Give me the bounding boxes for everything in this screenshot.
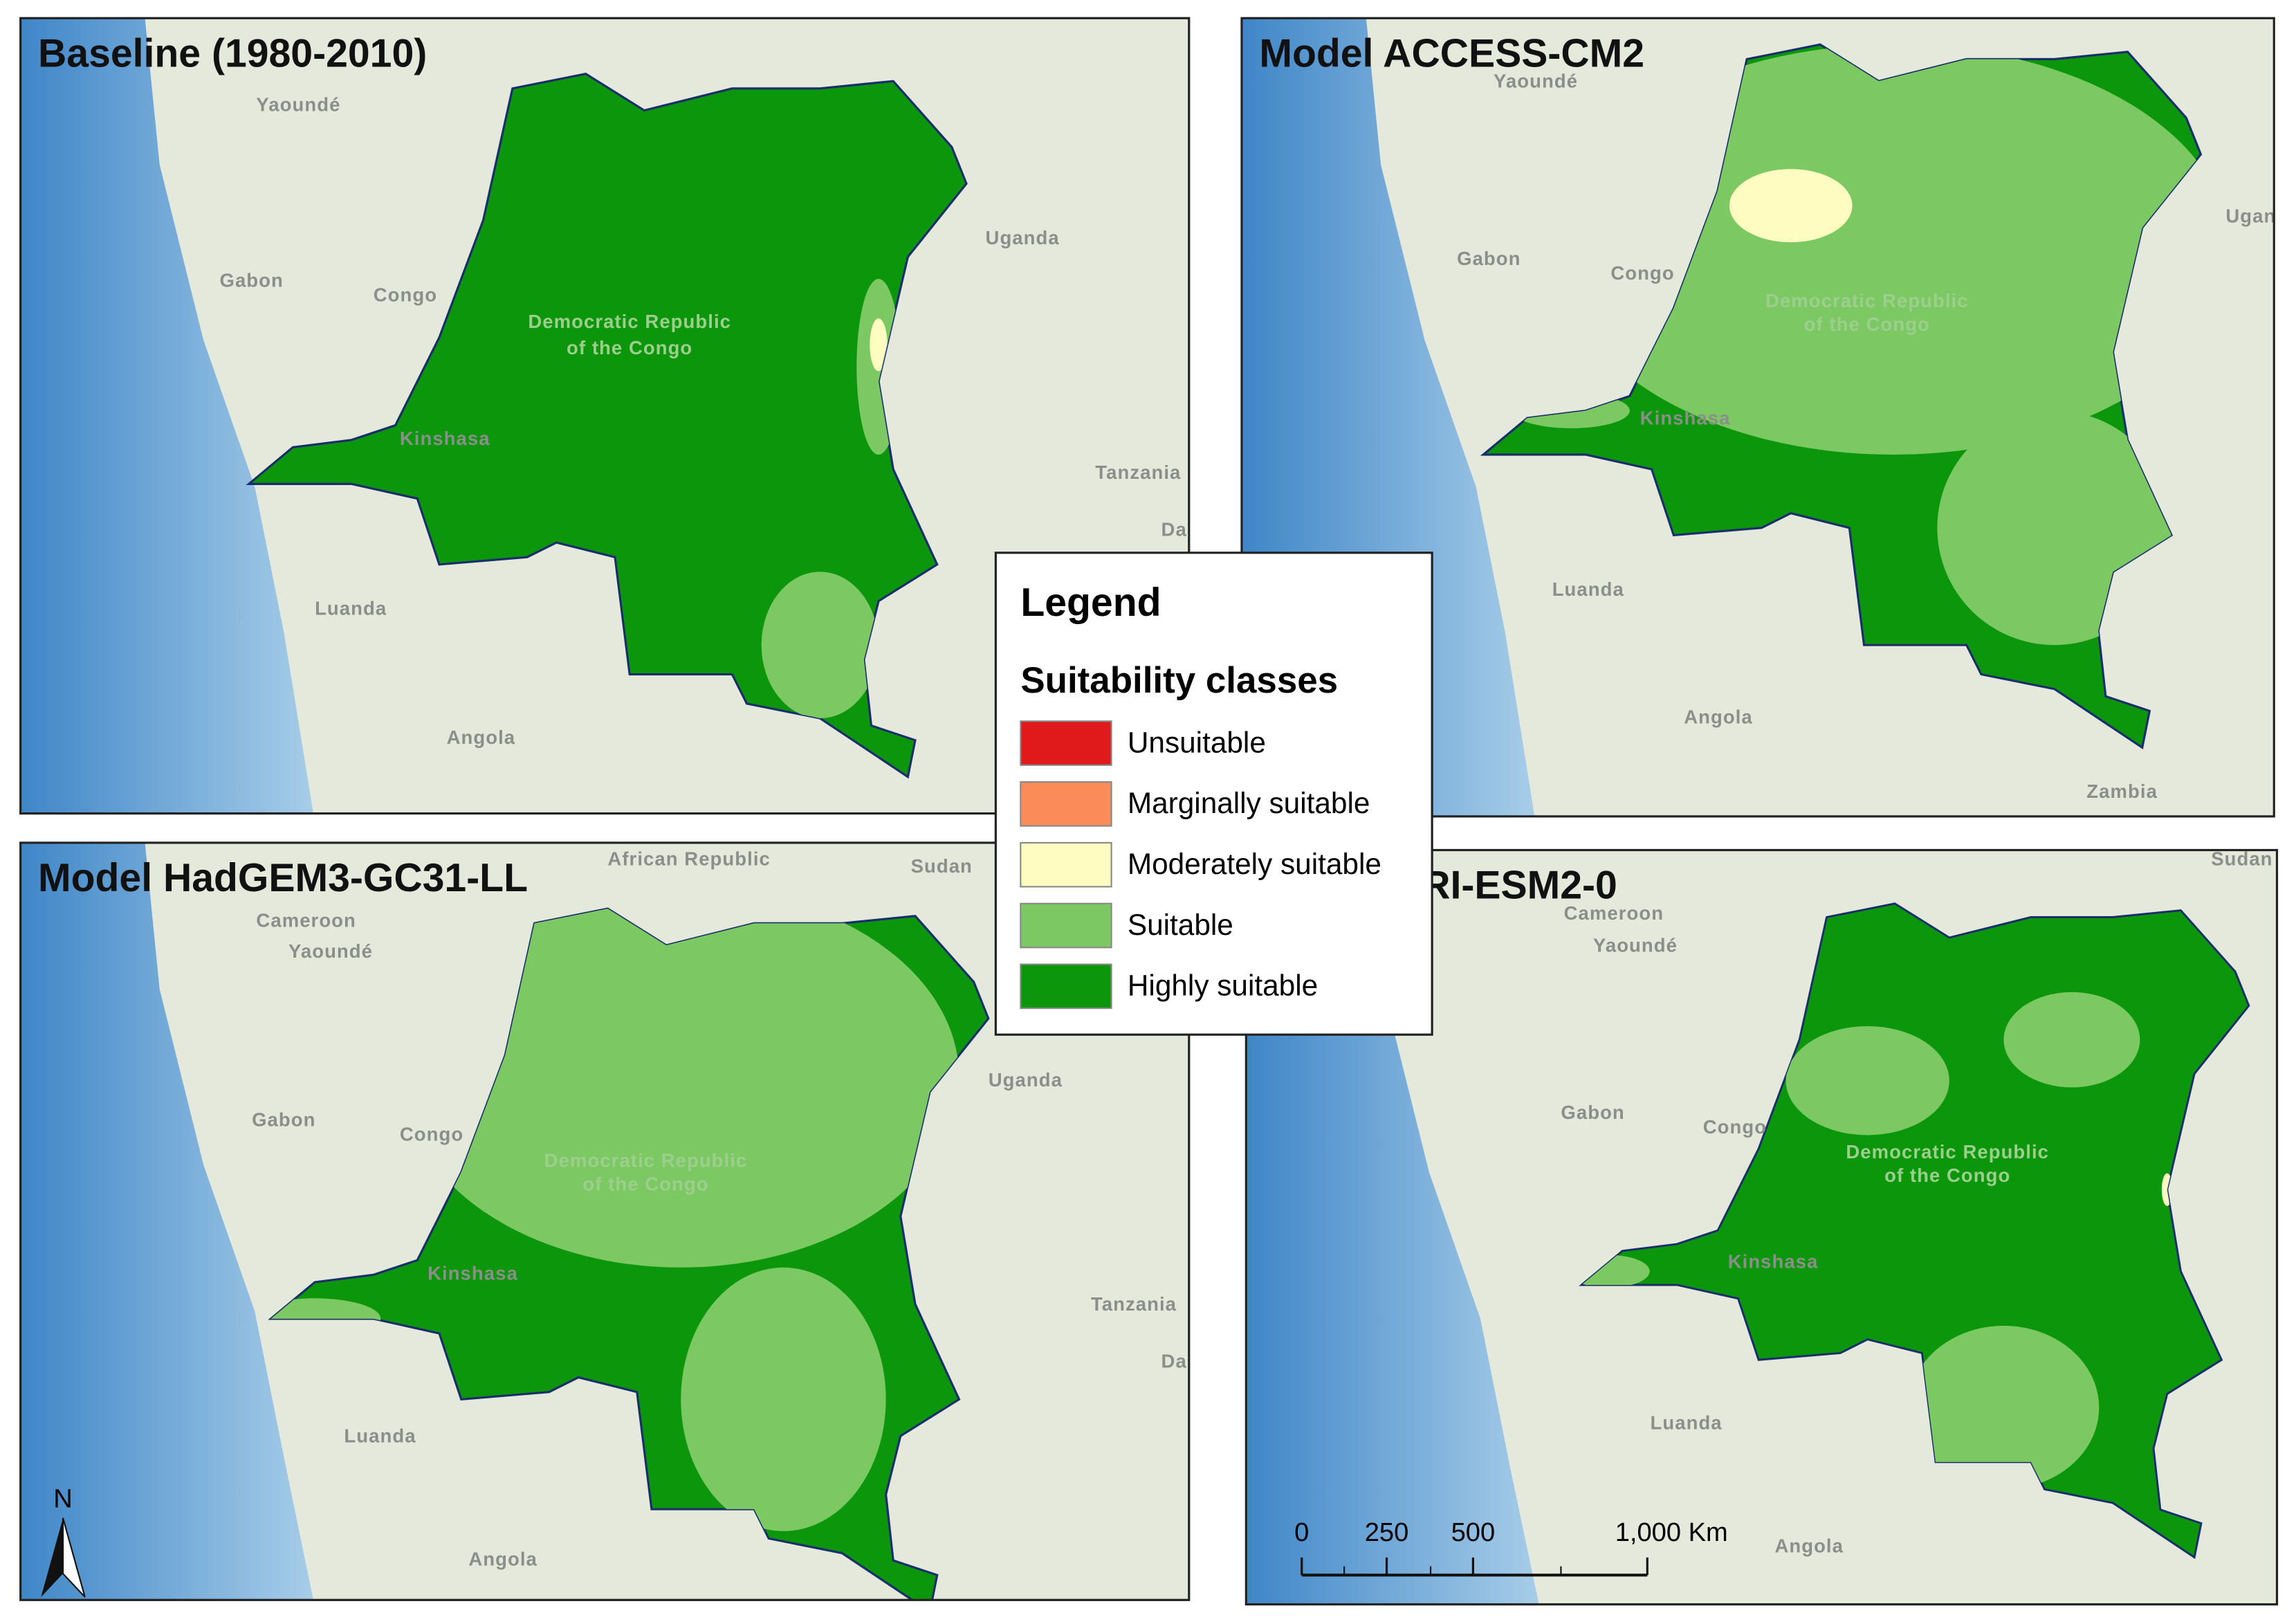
place-label: Sudan [2211,848,2272,870]
country-label: Democratic Republic [528,311,731,332]
scale-label: 1,000 Km [1615,1518,1728,1547]
panel-title: Model HadGEM3-GC31-LL [38,856,528,900]
country-label: Democratic Republic [1765,290,1969,311]
legend-label: Moderately suitable [1128,848,1381,880]
place-label: Gabon [1561,1102,1624,1123]
suitability-zone [403,909,959,1268]
panel-title: Baseline (1980-2010) [38,31,427,75]
scale-label: 0 [1294,1518,1309,1547]
panel-frame [19,17,1191,815]
suitability-zone [761,572,879,719]
place-label: Congo [400,1124,463,1145]
legend-title: Legend [1020,581,1161,625]
place-label: Kinshasa [428,1263,518,1284]
place-label: Dar es [1161,1351,1224,1372]
scale-label: 500 [1451,1518,1496,1547]
legend-subtitle: Suitability classes [1020,660,1338,701]
place-label: Yaoundé [1593,935,1678,956]
place-label: Luanda [1552,578,1624,600]
north-arrow [62,1517,86,1598]
place-label: Zambia [2086,781,2158,802]
place-label: Gabon [220,270,284,291]
zones [270,909,959,1531]
place-label: Cameroon [1564,902,1664,924]
place-label: Dar es [1161,518,1224,540]
place-label: Luanda [344,1425,416,1447]
place-label: Gabon [252,1108,315,1130]
map-panel: Yaoundé Gabon Congo Democratic Republic of t… [20,18,1224,814]
suitability-zone [1729,169,1853,243]
legend-label: Suitable [1128,909,1233,941]
legend-swatch [1020,841,1112,888]
place-label: Yaoundé [1494,71,1578,92]
ocean [20,842,313,1600]
legend-label: Marginally suitable [1128,787,1370,819]
place-label: Uganda [986,227,1060,248]
suitability-zones [270,909,959,1531]
place-label: Yaoundé [256,94,340,116]
place-label: Luanda [1651,1412,1723,1434]
country-label: Democratic Republic [1846,1141,2049,1162]
place-label: Congo [374,284,437,306]
ocean [20,18,313,814]
country-label: Democratic Republic [544,1150,748,1171]
panel-frame [19,841,1191,1601]
place-label: Congo [1610,262,1674,284]
place-label: Gabon [1457,248,1521,269]
legend-swatch [1020,720,1112,766]
place-label: Kinshasa [1640,407,1731,428]
legend-swatch [1020,781,1112,827]
suitability-zone [1785,1025,1949,1135]
map-panel: Cameroon Yaoundé Gabon Congo Democratic Repu… [1246,848,2277,1605]
place-label: Kinshasa [400,428,490,449]
place-label: Angola [1774,1535,1844,1556]
place-label: Uganda [989,1069,1063,1091]
north-label: N [53,1484,73,1513]
place-label: Sudan [911,855,973,877]
country-label: of the Congo [567,337,692,358]
panel-title: Model ACCESS-CM2 [1259,31,1644,75]
country-label: of the Congo [1884,1165,2010,1186]
place-label: Angola [468,1548,538,1569]
place-label: Uganda [2225,205,2296,226]
suitability-zone [870,318,888,372]
suitability-zones [761,279,901,719]
place-label: African Republic [607,848,770,870]
legend-swatch [1020,963,1112,1010]
place-label: Angola [447,727,516,748]
legend-label: Highly suitable [1128,969,1318,1002]
ocean [1246,850,1539,1605]
place-label: Congo [1703,1116,1767,1138]
legend-label: Unsuitable [1128,726,1266,758]
place-label: Tanzania [1091,1293,1177,1315]
panel-frame [1245,848,2279,1606]
country-label: of the Congo [1804,313,1930,335]
place-label: Yaoundé [288,940,373,962]
place-label: Cameroon [256,910,356,931]
place-label: Kinshasa [1728,1251,1819,1272]
zones [761,279,901,719]
country-label: of the Congo [582,1174,708,1195]
map-panel: African Republic Sudan Cameroon Yaoundé Gabo… [20,842,1224,1600]
legend-swatch [1020,902,1112,949]
suitability-zone [681,1267,886,1531]
suitability-zone [2003,992,2140,1088]
map-panel: Yaoundé Uganda Gabon Congo Democratic Republ… [1241,18,2296,816]
suitability-zone [1908,1326,2100,1490]
scale-label: 250 [1365,1518,1409,1547]
place-label: Angola [1684,706,1753,727]
panel-frame [1240,17,2275,818]
place-label: Tanzania [1095,462,1181,483]
place-label: Luanda [315,598,387,619]
